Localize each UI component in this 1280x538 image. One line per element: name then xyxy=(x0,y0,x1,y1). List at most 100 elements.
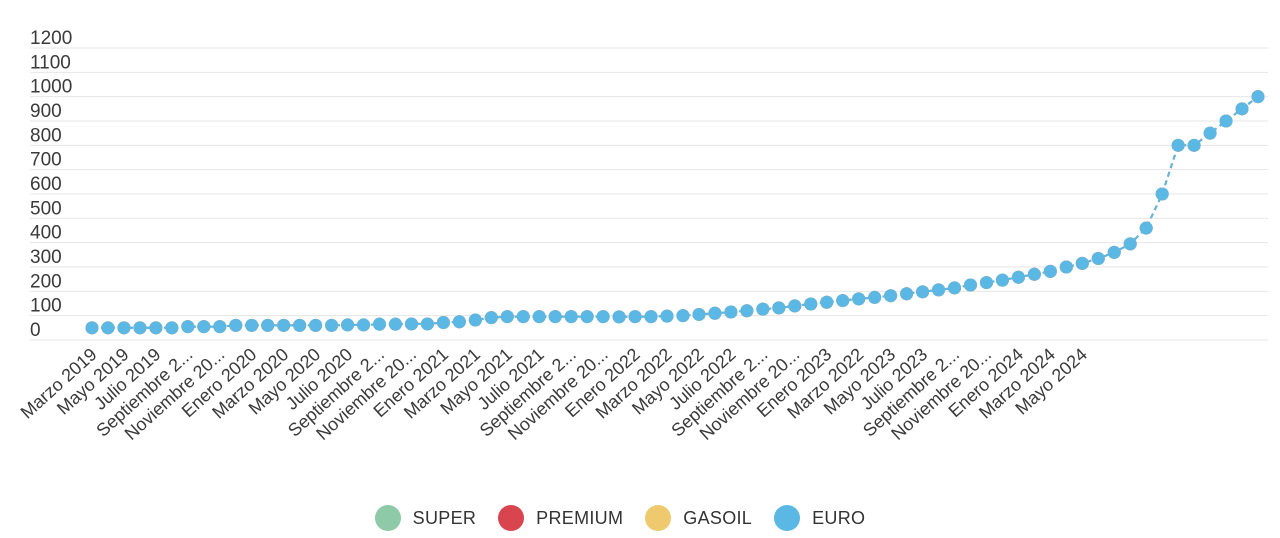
data-point-euro xyxy=(548,310,562,324)
data-point-euro xyxy=(229,318,243,332)
data-point-euro xyxy=(772,301,786,315)
data-point-euro xyxy=(1155,187,1169,201)
data-point-euro xyxy=(1027,267,1041,281)
data-point-euro xyxy=(1235,102,1249,116)
data-point-euro xyxy=(181,320,195,334)
data-point-euro xyxy=(149,321,163,335)
y-tick-label: 200 xyxy=(30,271,62,292)
data-point-euro xyxy=(804,297,818,311)
data-point-euro xyxy=(900,287,914,301)
data-point-euro xyxy=(245,318,259,332)
series-line-euro xyxy=(92,95,1259,329)
data-point-euro xyxy=(788,299,802,313)
data-point-euro xyxy=(979,276,993,290)
data-point-euro xyxy=(836,294,850,308)
data-point-euro xyxy=(1251,90,1265,104)
data-point-euro xyxy=(948,281,962,295)
data-point-euro xyxy=(213,320,227,334)
data-point-euro xyxy=(1059,260,1073,274)
data-point-euro xyxy=(532,310,546,324)
data-point-euro xyxy=(1043,264,1057,278)
data-point-euro xyxy=(388,317,402,331)
data-point-euro xyxy=(1091,251,1105,265)
data-point-euro xyxy=(1203,126,1217,140)
data-point-euro xyxy=(756,302,770,316)
y-tick-label: 500 xyxy=(30,198,62,219)
data-point-euro xyxy=(708,306,722,320)
series-gasoil xyxy=(85,90,1265,335)
data-point-euro xyxy=(580,310,594,324)
data-point-euro xyxy=(404,317,418,331)
legend-label: SUPER xyxy=(412,507,477,528)
data-point-euro xyxy=(884,289,898,303)
legend-label: PREMIUM xyxy=(536,507,624,528)
data-point-euro xyxy=(724,305,738,319)
data-point-euro xyxy=(117,321,131,335)
series-super xyxy=(85,90,1265,335)
gridlines xyxy=(30,47,1268,341)
y-tick-label: 0 xyxy=(30,320,41,341)
legend-swatch xyxy=(645,505,672,531)
data-point-euro xyxy=(740,304,754,318)
line-chart: 0 100 200 300 400 500 600 700 800 900 1000 1100 1200… xyxy=(17,28,1268,444)
legend-swatch xyxy=(374,505,401,531)
series-line-gasoil xyxy=(92,95,1259,329)
data-point-euro xyxy=(995,273,1009,287)
data-point-euro xyxy=(165,321,179,335)
data-point-euro xyxy=(676,309,690,323)
data-point-euro xyxy=(1011,270,1025,284)
data-point-euro xyxy=(612,310,626,324)
data-point-euro xyxy=(277,318,291,332)
data-point-euro xyxy=(932,283,946,297)
y-tick-label: 600 xyxy=(30,174,62,195)
legend-item-gasoil[interactable]: GASOIL xyxy=(645,505,752,531)
data-point-euro xyxy=(1139,221,1153,235)
data-point-euro xyxy=(660,309,674,323)
series-line-premium xyxy=(92,95,1259,329)
y-tick-label: 800 xyxy=(30,125,62,146)
data-point-euro xyxy=(357,318,371,332)
data-point-euro xyxy=(868,290,882,304)
data-point-euro xyxy=(1075,256,1089,270)
data-point-euro xyxy=(133,321,147,335)
data-point-euro xyxy=(452,315,466,329)
series-euro xyxy=(85,90,1265,335)
data-point-euro xyxy=(261,318,275,332)
data-point-euro xyxy=(85,321,99,335)
legend-item-super[interactable]: SUPER xyxy=(374,505,477,531)
y-axis-ticks: 0 100 200 300 400 500 600 700 800 900 1000 1100 1200 xyxy=(30,28,72,341)
legend-item-premium[interactable]: PREMIUM xyxy=(498,505,623,531)
data-point-euro xyxy=(644,310,658,324)
data-point-euro xyxy=(1123,237,1137,251)
data-point-euro xyxy=(420,317,434,331)
y-tick-label: 300 xyxy=(30,247,62,268)
legend-item-euro[interactable]: EURO xyxy=(774,505,865,531)
data-point-euro xyxy=(692,307,706,321)
data-point-euro xyxy=(963,278,977,292)
data-point-euro xyxy=(373,317,387,331)
y-tick-label: 700 xyxy=(30,150,62,171)
data-point-euro xyxy=(1187,138,1201,152)
data-point-euro xyxy=(101,321,115,335)
data-point-euro xyxy=(293,318,307,332)
legend-swatch xyxy=(774,505,801,531)
data-point-euro xyxy=(197,320,211,334)
data-point-euro xyxy=(325,318,339,332)
y-tick-label: 900 xyxy=(30,101,62,122)
data-point-euro xyxy=(436,315,450,329)
data-point-euro xyxy=(1107,245,1121,259)
legend-label: EURO xyxy=(812,507,866,528)
y-tick-label: 1200 xyxy=(30,28,72,49)
series-premium xyxy=(85,90,1265,335)
data-point-euro xyxy=(500,310,514,324)
data-point-euro xyxy=(341,318,355,332)
data-point-euro xyxy=(468,313,482,327)
chart-legend: SUPER PREMIUM GASOIL EURO xyxy=(0,500,1240,536)
data-point-euro xyxy=(516,310,530,324)
data-point-euro xyxy=(820,295,834,309)
data-point-euro xyxy=(309,318,323,332)
data-point-euro xyxy=(916,285,930,299)
data-point-euro xyxy=(1219,114,1233,128)
data-point-euro xyxy=(628,310,642,324)
